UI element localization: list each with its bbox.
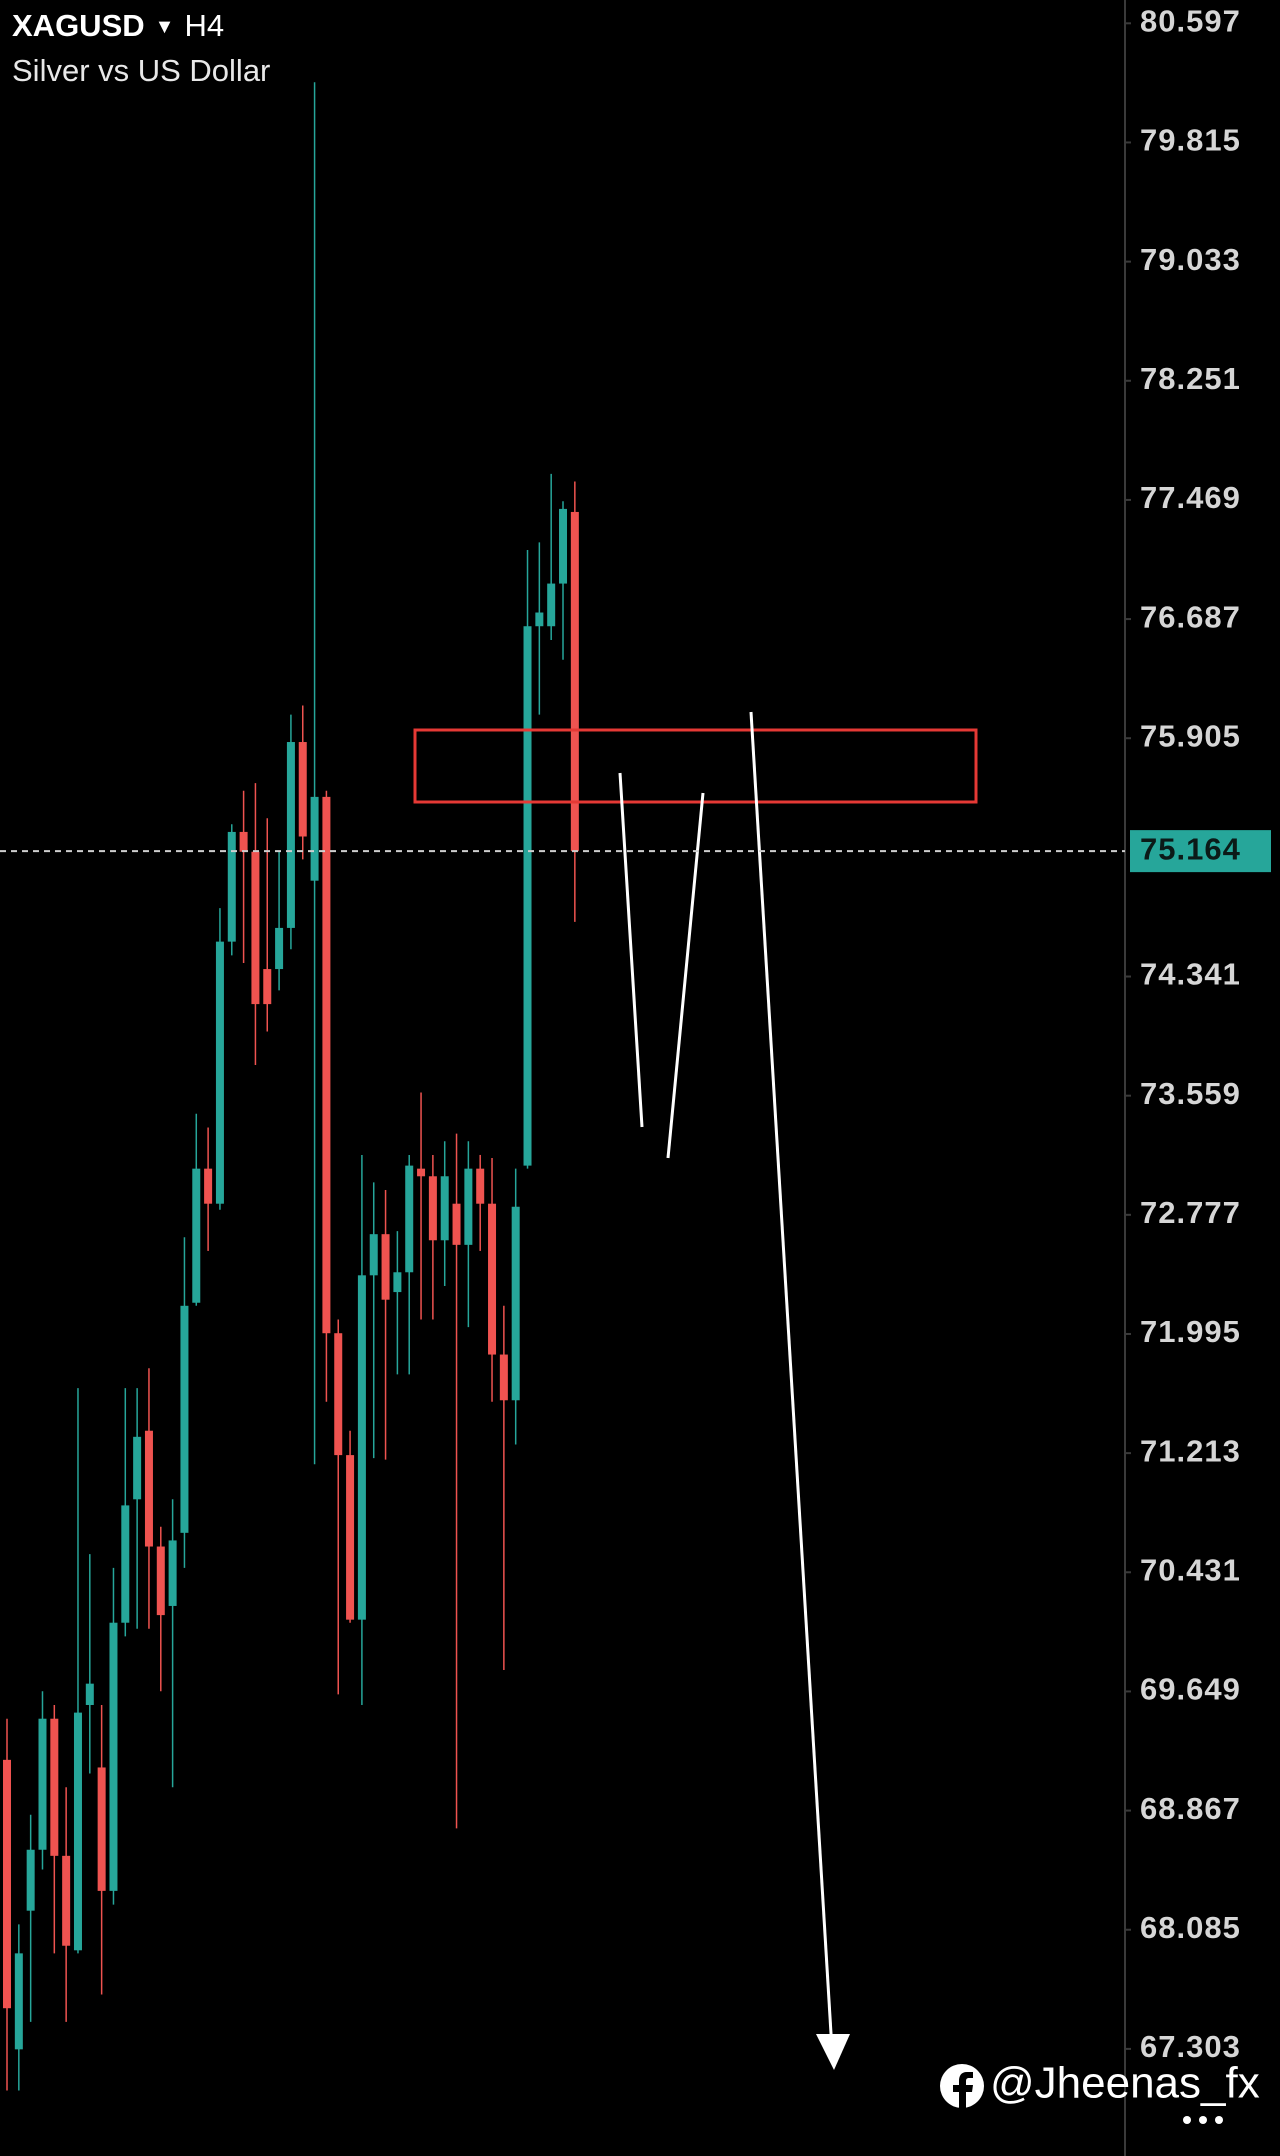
dot xyxy=(1183,2116,1191,2124)
candle-body xyxy=(488,1203,497,1355)
current-price-label: 75.164 xyxy=(1140,831,1241,866)
facebook-f xyxy=(953,2072,973,2108)
candle-body xyxy=(156,1546,165,1616)
watermark-text: @Jheenas_fx xyxy=(990,2059,1260,2108)
candle-body xyxy=(168,1540,177,1606)
candle-body xyxy=(180,1305,189,1533)
candle-body xyxy=(275,927,284,970)
candle-body xyxy=(14,1953,23,2050)
watermark: @Jheenas_fx xyxy=(940,2059,1260,2108)
candle-body xyxy=(476,1168,485,1204)
header: XAGUSD ▼ H4 xyxy=(12,8,224,43)
candle-body xyxy=(346,1455,355,1620)
candle-body xyxy=(62,1855,71,1946)
candle-body xyxy=(535,612,544,627)
candle-body xyxy=(452,1203,461,1245)
candle-body xyxy=(405,1165,414,1273)
y-tick-label: 67.303 xyxy=(1140,2029,1241,2064)
candle-body xyxy=(204,1168,213,1204)
candle-body xyxy=(357,1275,366,1620)
y-tick-label: 69.649 xyxy=(1140,1672,1241,1707)
candle-body xyxy=(570,511,579,852)
dot xyxy=(1199,2116,1207,2124)
y-tick-label: 73.559 xyxy=(1140,1076,1241,1111)
candle-body xyxy=(334,1333,343,1456)
candle-body xyxy=(393,1272,402,1293)
candle-body xyxy=(26,1849,35,1911)
candle-body xyxy=(144,1430,153,1547)
y-tick-label: 71.213 xyxy=(1140,1433,1241,1468)
path-line xyxy=(666,792,705,1159)
path-line xyxy=(618,772,644,1128)
candle-body xyxy=(440,1176,449,1241)
symbol: XAGUSD xyxy=(12,8,145,43)
y-tick-label: 70.431 xyxy=(1140,1552,1241,1587)
candle-body xyxy=(428,1176,437,1241)
candle-body xyxy=(499,1354,508,1401)
timeframe[interactable]: H4 xyxy=(184,8,224,43)
y-tick-label: 75.905 xyxy=(1140,718,1241,753)
y-tick-label: 74.341 xyxy=(1140,957,1241,992)
candle-body xyxy=(511,1206,520,1401)
y-tick-label: 78.251 xyxy=(1140,361,1241,396)
candle-body xyxy=(369,1234,378,1276)
candle-body xyxy=(263,969,272,1005)
candle-body xyxy=(227,831,236,942)
current-price-box xyxy=(1130,830,1271,873)
candle-body xyxy=(50,1718,59,1856)
y-tick-label: 79.033 xyxy=(1140,242,1241,277)
candle-body xyxy=(121,1505,130,1623)
y-tick-label: 80.597 xyxy=(1140,3,1241,38)
candle-body xyxy=(133,1436,142,1500)
arrow-head xyxy=(816,2034,850,2070)
candle-body xyxy=(322,796,331,1334)
dot xyxy=(1215,2116,1223,2124)
y-tick-label: 77.469 xyxy=(1140,480,1241,515)
candle-body xyxy=(3,1759,11,2009)
candle-body xyxy=(417,1168,426,1177)
candle-body xyxy=(310,796,319,881)
candle-body xyxy=(523,626,532,1166)
candle-body xyxy=(239,831,248,852)
candles xyxy=(3,82,579,2091)
candle-body xyxy=(97,1767,106,1891)
candle-body xyxy=(85,1683,94,1705)
candle-body xyxy=(192,1168,201,1303)
candle-body xyxy=(559,508,568,584)
candle-body xyxy=(215,941,224,1204)
y-tick-label: 68.867 xyxy=(1140,1791,1241,1826)
y-tick-label: 68.085 xyxy=(1140,1910,1241,1945)
y-tick-label: 79.815 xyxy=(1140,123,1241,158)
y-tick-label: 71.995 xyxy=(1140,1314,1241,1349)
y-tick-label: 72.777 xyxy=(1140,1195,1241,1230)
zone-box xyxy=(413,728,978,804)
candle-body xyxy=(464,1168,473,1245)
candle-body xyxy=(251,851,260,1005)
candle-body xyxy=(286,742,295,928)
dropdown-caret[interactable]: ▼ xyxy=(155,16,175,38)
candle-body xyxy=(298,742,307,837)
y-tick-label: 76.687 xyxy=(1140,599,1241,634)
more-dots[interactable] xyxy=(1183,2116,1223,2124)
candle-body xyxy=(109,1622,118,1891)
candle-body xyxy=(381,1234,390,1300)
candle-body xyxy=(38,1718,47,1850)
candle-body xyxy=(547,583,556,627)
candle-body xyxy=(73,1712,82,1951)
description: Silver vs US Dollar xyxy=(12,53,270,88)
arrow-line xyxy=(749,711,834,2051)
